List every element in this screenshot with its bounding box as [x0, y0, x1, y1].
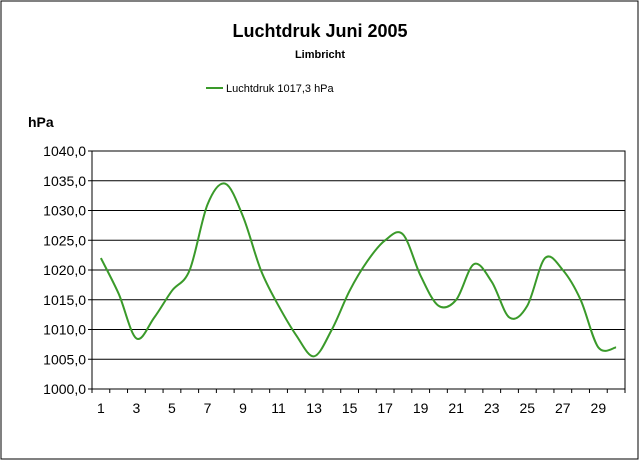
- y-tick-label: 1030,0: [43, 203, 86, 219]
- y-tick-label: 1005,0: [43, 351, 86, 367]
- plot-area: 1000,0 1005,0 1010,0 1015,0 1020,0 1025,0 1030…: [43, 143, 626, 416]
- y-tick-label: 1000,0: [43, 381, 86, 397]
- x-tick-label: 29: [591, 400, 607, 416]
- x-tick-label: 19: [413, 400, 429, 416]
- x-tick-label: 5: [168, 400, 176, 416]
- y-axis-label: hPa: [28, 114, 54, 130]
- x-tick-label: 27: [555, 400, 571, 416]
- x-tick-label: 1: [97, 400, 105, 416]
- y-tick-label: 1035,0: [43, 173, 86, 189]
- x-tick-label: 25: [519, 400, 535, 416]
- y-tick-label: 1040,0: [43, 143, 86, 159]
- legend: Luchtdruk 1017,3 hPa: [206, 83, 335, 95]
- x-tick-label: 21: [448, 400, 464, 416]
- y-tick-label: 1020,0: [43, 262, 86, 278]
- y-tick-label: 1025,0: [43, 232, 86, 248]
- x-tick-label: 23: [484, 400, 500, 416]
- chart-title: Luchtdruk Juni 2005: [232, 21, 407, 41]
- x-tick-label: 3: [133, 400, 141, 416]
- legend-entry: Luchtdruk 1017,3 hPa: [226, 83, 335, 95]
- x-tick-label: 17: [377, 400, 393, 416]
- x-tick-label: 15: [342, 400, 358, 416]
- series-line-0: [99, 182, 617, 358]
- x-tick-label: 11: [271, 400, 286, 416]
- y-tick-label: 1015,0: [43, 292, 86, 308]
- x-tick-label: 7: [204, 400, 212, 416]
- chart-subtitle: Limbricht: [295, 49, 345, 61]
- x-tick-label: 13: [306, 400, 322, 416]
- x-tick-label: 9: [239, 400, 247, 416]
- y-tick-label: 1010,0: [43, 322, 86, 338]
